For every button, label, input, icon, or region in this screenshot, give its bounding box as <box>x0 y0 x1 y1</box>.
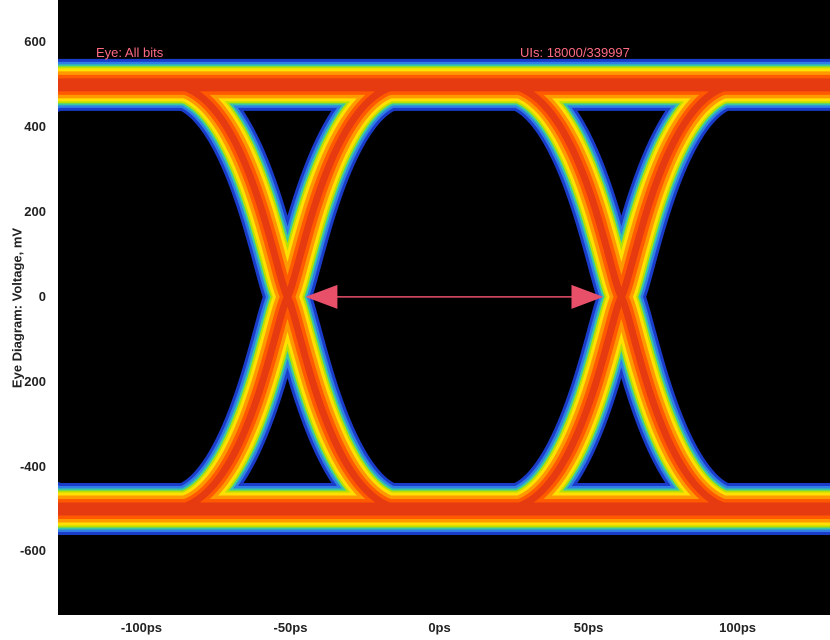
eye-trace-band <box>58 481 95 532</box>
eye-trace-band <box>58 499 79 516</box>
eye-trace-band <box>58 67 90 107</box>
x-tick-label: 0ps <box>428 620 451 635</box>
ui-count-label: UIs: 18000/339997 <box>520 45 630 60</box>
x-tick-label: -50ps <box>273 620 308 635</box>
y-axis-title: Eye Diagram: Voltage, mV <box>9 227 25 389</box>
arrowhead-left <box>305 284 338 309</box>
eye-label: Eye: All bits <box>96 45 164 60</box>
x-tick-label: 100ps <box>719 620 757 635</box>
y-tick-label: -600 <box>19 543 46 559</box>
eye-trace-band <box>58 502 76 513</box>
eye-trace-band <box>58 492 86 523</box>
eye-trace-band <box>58 489 88 525</box>
arrowhead-right <box>571 284 604 309</box>
eye-trace-band <box>58 484 92 529</box>
eye-trace-band <box>58 64 92 109</box>
y-tick-label: 200 <box>24 204 46 220</box>
eye-trace-band <box>58 81 76 91</box>
y-tick-label: 0 <box>38 288 46 304</box>
eye-trace-band <box>58 77 79 95</box>
x-tick-label: 50ps <box>573 620 604 635</box>
y-tick-label: 600 <box>24 34 46 50</box>
eye-trace-band <box>58 71 86 102</box>
y-tick-label: 200 <box>24 373 46 389</box>
eye-trace-band <box>166 81 410 513</box>
eye-trace-band <box>58 69 88 104</box>
eye-diagram-svg <box>58 58 830 535</box>
eye-trace-band <box>58 495 83 520</box>
eye-trace-band <box>499 81 743 513</box>
y-tick-label: 400 <box>24 119 46 135</box>
eye-trace-band <box>58 74 83 99</box>
eye-trace-band <box>58 487 90 527</box>
eye-trace-band <box>58 61 95 113</box>
x-tick-label: -100ps <box>120 620 163 635</box>
y-tick-label: -400 <box>19 458 46 474</box>
eye-diagram-plot: Eye: All bits UIs: 18000/339997 <box>58 0 830 615</box>
